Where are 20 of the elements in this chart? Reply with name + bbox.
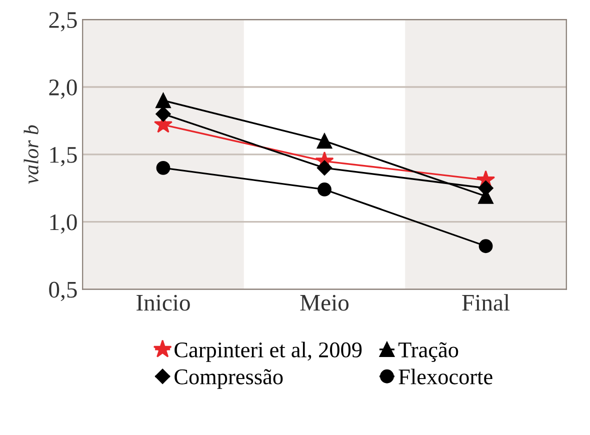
point	[316, 133, 332, 149]
y-axis-title: valor b	[24, 125, 38, 184]
y-tick-label: 2,0	[49, 79, 77, 99]
point	[156, 92, 171, 108]
point	[318, 182, 332, 196]
y-tick-label: 1,0	[50, 214, 77, 234]
y-tick-label: 2,5	[49, 12, 77, 32]
y-tick-label: 0,5	[49, 282, 77, 302]
x-tick-label: Inicio	[136, 294, 190, 311]
x-tick-label: Final	[462, 294, 510, 311]
point	[478, 239, 493, 254]
point	[156, 160, 170, 175]
legend-label: Compressão	[174, 369, 283, 389]
legend-label: Carpinteri et al, 2009	[174, 342, 362, 362]
legend-label: Tração	[398, 342, 458, 362]
x-tick-label: Meio	[300, 294, 349, 311]
point	[316, 160, 332, 176]
y-tick-label: 1,5	[50, 147, 77, 166]
legend-label: Flexocorte	[398, 368, 492, 384]
point	[156, 106, 171, 122]
